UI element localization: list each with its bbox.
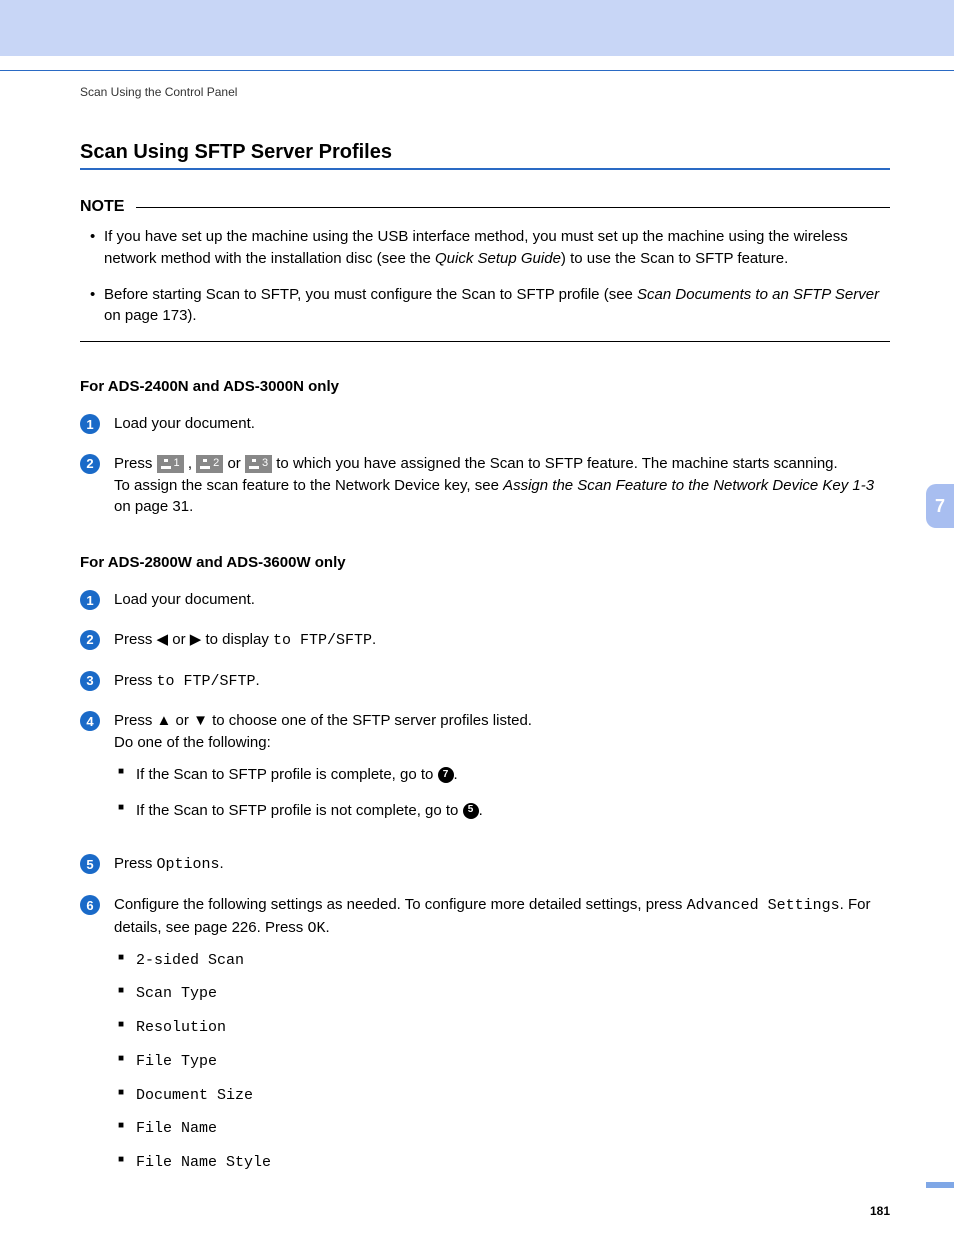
setting-item: File Name Style (114, 1152, 890, 1174)
right-arrow-icon: ▶ (190, 631, 202, 648)
network-button-3-icon: 3 (245, 455, 272, 473)
step-body: Press ▲ or ▼ to choose one of the SFTP s… (114, 710, 890, 835)
note-item: Before starting Scan to SFTP, you must c… (90, 284, 890, 328)
step-body: Press to FTP/SFTP. (114, 670, 890, 693)
setting-item: Document Size (114, 1085, 890, 1107)
network-button-2-icon: 2 (196, 455, 223, 473)
setting-item: 2-sided Scan (114, 950, 890, 972)
step: 1 Load your document. (80, 589, 890, 611)
setting-item: Scan Type (114, 983, 890, 1005)
setting-item: File Type (114, 1051, 890, 1073)
step-body: Load your document. (114, 413, 890, 435)
section-b-steps: 1 Load your document. 2 Press ◀ or ▶ to … (80, 589, 890, 1186)
step-ref-icon: 5 (463, 803, 479, 819)
note-label: NOTE (80, 198, 124, 216)
note-rule-bottom (80, 341, 890, 342)
setting-item: File Name (114, 1118, 890, 1140)
step: 2 Press ◀ or ▶ to display to FTP/SFTP. (80, 629, 890, 652)
step-number-icon: 5 (80, 854, 100, 874)
note-item: If you have set up the machine using the… (90, 226, 890, 270)
step-number-icon: 3 (80, 671, 100, 691)
setting-item: Resolution (114, 1017, 890, 1039)
step-body: Load your document. (114, 589, 890, 611)
step-body: Press ◀ or ▶ to display to FTP/SFTP. (114, 629, 890, 652)
breadcrumb: Scan Using the Control Panel (80, 85, 890, 99)
sub-bullet: If the Scan to SFTP profile is not compl… (114, 800, 890, 822)
step: 1 Load your document. (80, 413, 890, 435)
step: 6 Configure the following settings as ne… (80, 894, 890, 1186)
left-arrow-icon: ◀ (157, 631, 169, 648)
sub-bullet: If the Scan to SFTP profile is complete,… (114, 764, 890, 786)
note-list: If you have set up the machine using the… (80, 226, 890, 327)
note-header: NOTE (80, 198, 890, 216)
step-number-icon: 2 (80, 630, 100, 650)
up-arrow-icon: ▲ (157, 712, 172, 729)
down-arrow-icon: ▼ (193, 712, 208, 729)
step-number-icon: 1 (80, 414, 100, 434)
step: 5 Press Options. (80, 853, 890, 876)
step: 4 Press ▲ or ▼ to choose one of the SFTP… (80, 710, 890, 835)
section-b-heading: For ADS-2800W and ADS-3600W only (80, 554, 890, 571)
section-a-heading: For ADS-2400N and ADS-3000N only (80, 378, 890, 395)
header-band (0, 0, 954, 56)
step-number-icon: 2 (80, 454, 100, 474)
page-title: Scan Using SFTP Server Profiles (80, 141, 890, 164)
step-body: Press Options. (114, 853, 890, 876)
step-body: Press 1 , 2 or 3 to which you have assig… (114, 453, 890, 518)
settings-list: 2-sided Scan Scan Type Resolution File T… (114, 950, 890, 1174)
footer-accent (926, 1182, 954, 1188)
chapter-tab: 7 (926, 484, 954, 528)
step-number-icon: 4 (80, 711, 100, 731)
sub-bullets: If the Scan to SFTP profile is complete,… (114, 764, 890, 822)
step-number-icon: 6 (80, 895, 100, 915)
step-ref-icon: 7 (438, 767, 454, 783)
title-rule (80, 168, 890, 170)
note-rule-top (136, 207, 890, 208)
network-button-1-icon: 1 (157, 455, 184, 473)
step: 3 Press to FTP/SFTP. (80, 670, 890, 693)
page-content: Scan Using the Control Panel Scan Using … (0, 71, 954, 1244)
step-body: Configure the following settings as need… (114, 894, 890, 1186)
section-a-steps: 1 Load your document. 2 Press 1 , 2 or 3… (80, 413, 890, 518)
step-number-icon: 1 (80, 590, 100, 610)
step: 2 Press 1 , 2 or 3 to which you have ass… (80, 453, 890, 518)
page-number: 181 (870, 1204, 890, 1218)
